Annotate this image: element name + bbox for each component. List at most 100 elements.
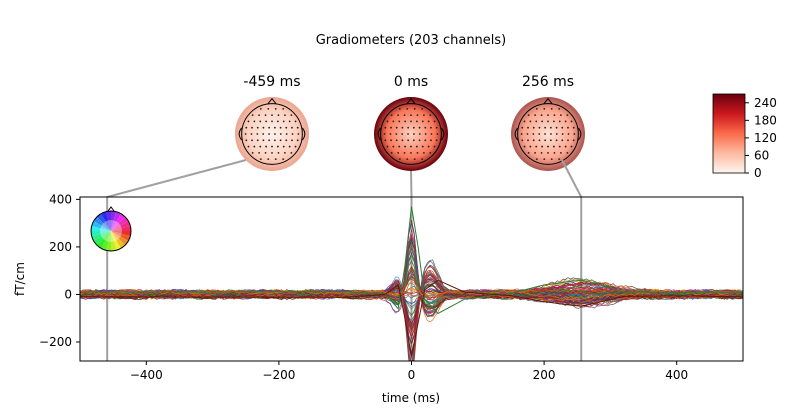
- sensor-dot: [572, 139, 575, 142]
- right-ear-outline: [440, 127, 445, 141]
- sensor-dot: [543, 158, 546, 161]
- sensor-color-wedge: [93, 216, 111, 231]
- sensor-dot: [413, 158, 416, 161]
- topomap-title: -459 ms: [243, 74, 300, 90]
- sensor-dot: [527, 139, 529, 142]
- sensor-dot: [262, 139, 265, 142]
- topomap-connector-lines: [106, 159, 583, 361]
- sensor-dot: [423, 114, 425, 117]
- sensor-dot: [271, 145, 273, 148]
- sensor-dot: [418, 133, 421, 135]
- sensor-dot: [527, 126, 529, 129]
- sensor-dot: [547, 114, 549, 117]
- sensor-dot: [256, 133, 259, 135]
- series-line-1: [80, 279, 743, 357]
- sensor-dot: [550, 133, 552, 135]
- sensor-dot: [389, 133, 392, 135]
- sensor-dot: [538, 126, 541, 129]
- sensor-dot: [421, 145, 424, 148]
- sensor-dot: [398, 120, 401, 123]
- topomap-field: [374, 97, 448, 171]
- sensor-dot: [271, 120, 273, 123]
- sensor-dot: [421, 120, 424, 123]
- sensor-dot: [294, 145, 297, 148]
- sensor-dot: [383, 133, 386, 135]
- x-tick-label: −200: [262, 368, 295, 382]
- sensor-dot: [285, 139, 288, 142]
- sensor-dot: [413, 133, 415, 135]
- nose-outline: [267, 97, 277, 104]
- sensor-dot: [284, 151, 286, 154]
- sensor-dot: [418, 139, 421, 142]
- sensor-dot: [395, 133, 398, 135]
- sensor-dot: [397, 114, 399, 117]
- sensor-dot: [390, 126, 392, 129]
- sensor-dot: [290, 151, 293, 154]
- sensor-dot: [285, 126, 288, 129]
- sensor-dot: [251, 126, 253, 129]
- sensor-dot: [424, 126, 427, 129]
- sensor-dot: [529, 120, 532, 123]
- sensor-dot: [268, 133, 270, 135]
- sensor-dot: [541, 145, 544, 148]
- sensor-dot: [538, 139, 541, 142]
- sensor-dot: [521, 126, 524, 129]
- sensor-color-wedge: [111, 211, 117, 231]
- sensor-dot: [282, 120, 285, 123]
- channel-trace: [80, 293, 743, 303]
- colorbar-tick-label: 240: [754, 96, 777, 110]
- sensor-dot: [427, 120, 430, 123]
- sensor-color-wedge: [111, 231, 121, 251]
- sensor-dot: [558, 145, 561, 148]
- butterfly-axes: −400 −200 0 200 400 −200 0 200 400 time (ms) fT…: [13, 192, 744, 405]
- right-ear-outline: [577, 127, 582, 141]
- sensor-dot: [534, 151, 536, 154]
- sensor-dot: [415, 120, 418, 123]
- sensor-dot: [245, 139, 248, 142]
- sensor-dot: [290, 114, 293, 117]
- sensor-dot: [424, 133, 427, 135]
- sensor-dot: [288, 120, 291, 123]
- sensor-dot: [410, 114, 412, 117]
- sensor-dot: [291, 133, 294, 135]
- sensor-color-wedge: [96, 231, 111, 249]
- nose-outline: [543, 97, 553, 104]
- sensor-dot: [259, 145, 262, 148]
- sensor-dot: [258, 114, 260, 117]
- sensor-dot: [421, 107, 424, 110]
- sensor-dot: [247, 145, 250, 148]
- sensor-dot: [561, 126, 564, 129]
- sensor-dot: [413, 107, 416, 110]
- sensor-dot: [558, 158, 561, 161]
- sensor-color-wedge: [111, 216, 129, 231]
- sensor-dot: [386, 145, 389, 148]
- sensor-dot: [429, 151, 432, 154]
- sensor-dot: [285, 133, 288, 135]
- sensor-dot: [527, 114, 530, 117]
- sensor-color-wedge: [105, 211, 111, 231]
- sensor-dot: [416, 114, 419, 117]
- sensor-inset-nose: [107, 206, 115, 212]
- sensor-dot: [397, 151, 399, 154]
- sensor-color-wedge: [111, 231, 131, 237]
- sensor-dot: [555, 139, 558, 142]
- sensor-dot: [552, 145, 555, 148]
- sensor-dot: [274, 158, 277, 161]
- sensor-dot: [424, 139, 427, 142]
- sensor-dot: [520, 133, 523, 135]
- sensor-dot: [540, 114, 543, 117]
- sensor-dot: [567, 139, 569, 142]
- sensor-dot: [398, 145, 401, 148]
- sensor-color-legend-inset: [90, 206, 132, 252]
- sensor-dot: [251, 139, 253, 142]
- sensor-dot: [436, 133, 439, 135]
- sensor-dot: [277, 114, 280, 117]
- channel-trace: [80, 253, 743, 308]
- sensor-dot: [412, 126, 415, 129]
- sensor-dot: [384, 126, 387, 129]
- y-tick-label: 200: [49, 240, 72, 254]
- sensor-dot: [390, 114, 393, 117]
- colorbar-tick-label: 180: [754, 113, 777, 127]
- sensor-dot: [547, 145, 549, 148]
